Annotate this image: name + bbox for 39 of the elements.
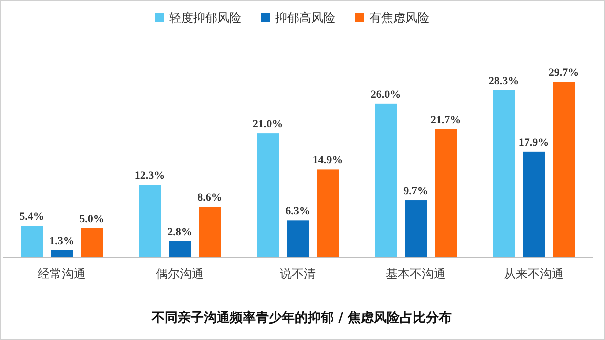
bar xyxy=(257,134,279,258)
bar xyxy=(553,82,575,258)
bar xyxy=(435,129,457,258)
bar xyxy=(493,90,515,258)
data-label: 21.7% xyxy=(430,114,462,126)
bar xyxy=(375,104,397,258)
x-tick-label: 说不清 xyxy=(280,267,316,281)
bar xyxy=(523,152,545,258)
bar xyxy=(169,241,191,258)
legend-label: 抑郁高风险 xyxy=(276,11,336,25)
data-label: 17.9% xyxy=(518,136,550,149)
bar xyxy=(81,228,103,258)
bar xyxy=(199,207,221,258)
x-tick-label: 从来不沟通 xyxy=(504,267,564,281)
text: 不同亲子沟通频率青少年的抑郁 / 焦虑风险占比分布 xyxy=(151,310,452,326)
data-label: 14.9% xyxy=(312,154,344,167)
data-label: 6.3% xyxy=(286,206,310,218)
x-tick-label: 基本不沟通 xyxy=(386,267,446,281)
data-label: 29.7% xyxy=(548,67,580,79)
bar xyxy=(405,200,427,258)
data-label: 26.0% xyxy=(370,88,402,101)
x-tick-label: 偶尔沟通 xyxy=(156,267,204,281)
data-label: 1.3% xyxy=(50,235,74,248)
bar xyxy=(139,185,161,258)
data-label: 28.3% xyxy=(488,75,520,88)
data-label: 5.0% xyxy=(80,213,104,226)
bar xyxy=(51,250,73,258)
bar xyxy=(317,170,339,258)
x-tick-label: 经常沟通 xyxy=(38,267,86,281)
data-label: 12.3% xyxy=(134,170,166,182)
data-label: 21.0% xyxy=(252,118,284,131)
data-label: 5.4% xyxy=(20,211,44,223)
data-label: 8.6% xyxy=(198,192,222,204)
data-label: 9.7% xyxy=(404,186,428,198)
legend-label: 有焦虑风险 xyxy=(370,11,430,25)
bar xyxy=(21,226,43,258)
bar xyxy=(287,220,309,258)
legend-label: 轻度抑郁风险 xyxy=(170,11,242,25)
data-label: 2.8% xyxy=(168,226,192,238)
